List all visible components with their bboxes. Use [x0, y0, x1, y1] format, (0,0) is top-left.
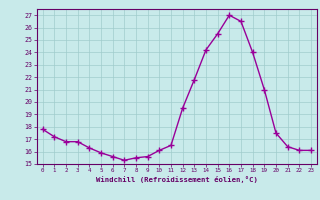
X-axis label: Windchill (Refroidissement éolien,°C): Windchill (Refroidissement éolien,°C) [96, 176, 258, 183]
